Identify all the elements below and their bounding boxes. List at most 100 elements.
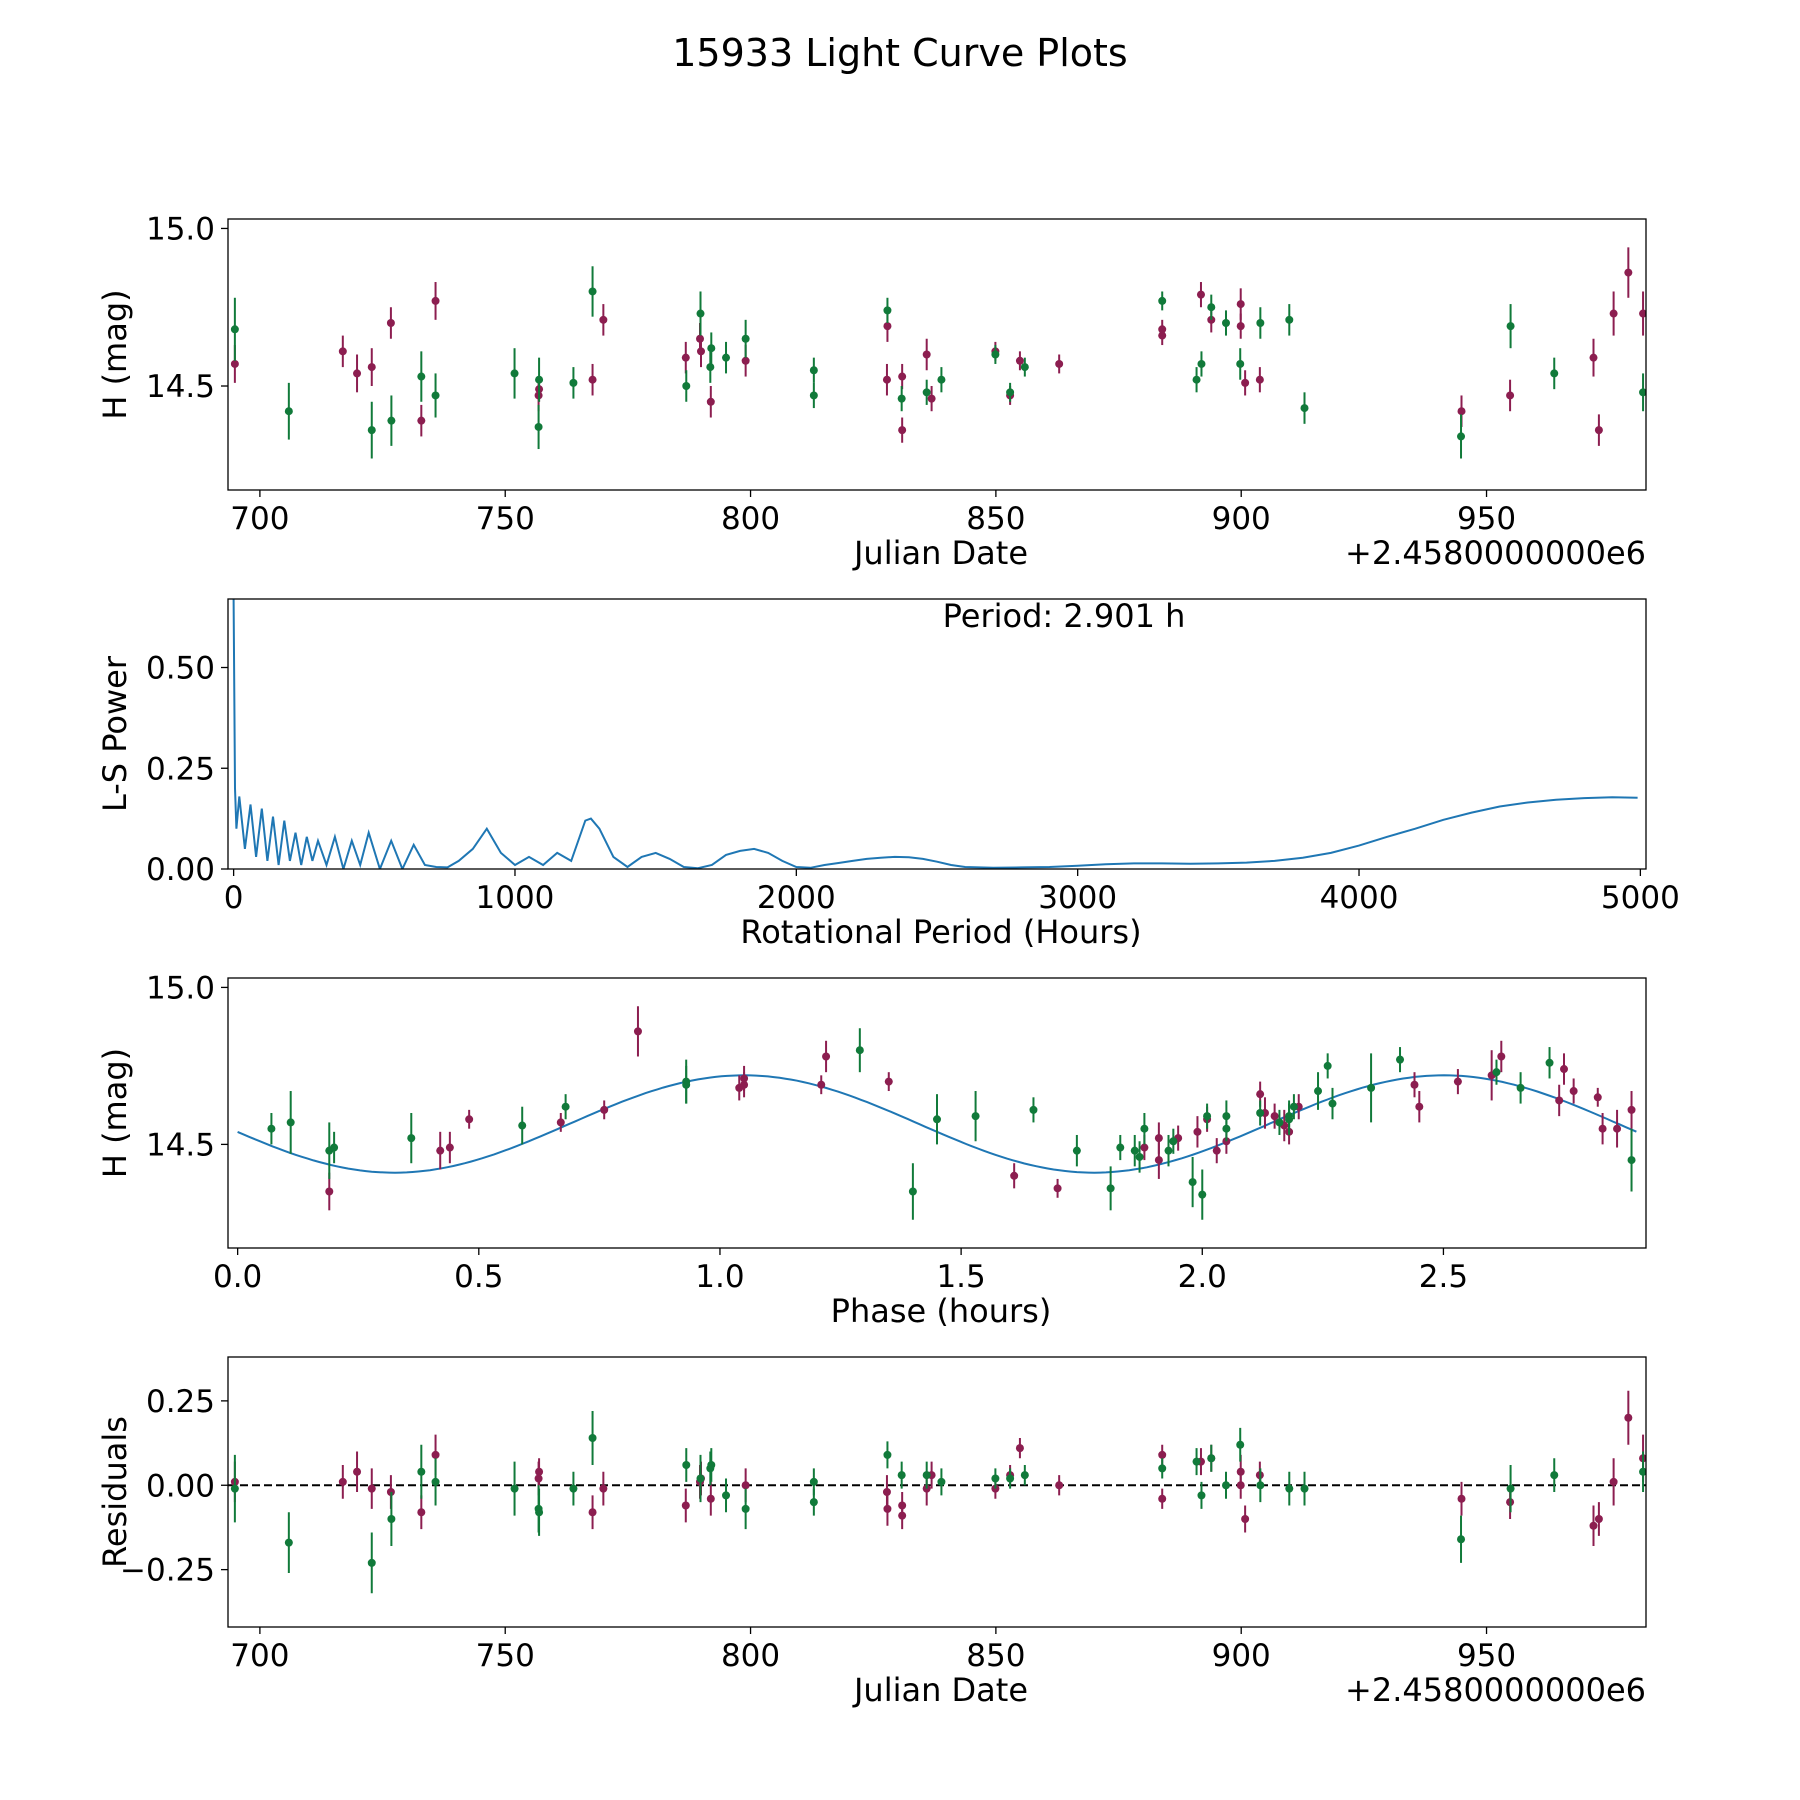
data-point: [588, 287, 597, 296]
data-point: [436, 1146, 445, 1155]
data-point: [1020, 363, 1029, 372]
data-point: [922, 388, 931, 397]
data-point: [1506, 1484, 1515, 1493]
data-point: [883, 322, 892, 331]
data-point: [740, 1074, 749, 1083]
data-point: [353, 369, 362, 378]
data-point: [1010, 1171, 1019, 1180]
data-point: [1609, 309, 1618, 318]
data-point: [897, 394, 906, 403]
data-point: [599, 1484, 608, 1493]
data-point: [417, 372, 426, 381]
data-point: [1594, 1515, 1603, 1523]
data-point: [367, 426, 376, 435]
data-point: [1241, 378, 1250, 387]
data-point: [809, 366, 818, 375]
data-point: [445, 1143, 454, 1152]
data-point: [1006, 388, 1015, 397]
data-point: [1289, 1102, 1298, 1111]
data-point: [1015, 356, 1024, 365]
data-point: [1497, 1052, 1506, 1061]
x-tick-label: 0.0: [213, 1259, 262, 1295]
data-point: [588, 1434, 597, 1442]
data-point: [1197, 359, 1206, 368]
data-point: [431, 1477, 440, 1486]
series-r-band: [325, 1006, 1636, 1211]
data-point: [1323, 1061, 1332, 1070]
data-point: [1593, 1093, 1602, 1102]
power-series-line: [232, 599, 1638, 869]
data-point: [1624, 1413, 1633, 1422]
data-point: [1256, 1109, 1265, 1117]
data-point: [1609, 1477, 1618, 1486]
data-point: [1020, 1471, 1029, 1480]
x-tick-label: 0: [224, 880, 244, 916]
axes-frame: [227, 218, 1647, 491]
series-r-band: [230, 247, 1646, 446]
data-point: [1188, 1178, 1197, 1187]
data-point: [284, 1538, 293, 1547]
data-point: [338, 347, 347, 356]
y-tick-label: 14.5: [146, 369, 215, 405]
data-point: [1594, 426, 1603, 435]
data-point: [386, 318, 395, 327]
data-point: [682, 382, 691, 391]
data-point: [855, 1046, 864, 1055]
data-point: [1236, 300, 1245, 309]
data-point: [1203, 1112, 1212, 1121]
data-point: [1222, 1112, 1231, 1121]
data-point: [1015, 1444, 1024, 1453]
data-point: [230, 325, 239, 334]
data-point: [1300, 404, 1309, 413]
x-tick-label: 750: [476, 501, 535, 537]
data-point: [883, 306, 892, 315]
x-tick-label: 950: [1457, 1638, 1516, 1674]
data-point: [908, 1187, 917, 1196]
data-point: [1457, 1494, 1466, 1503]
data-point: [1140, 1124, 1149, 1133]
y-axis-label: H (mag): [96, 289, 134, 419]
data-point: [1130, 1146, 1139, 1155]
x-tick-label: 2.0: [1178, 1259, 1227, 1295]
data-point: [569, 1484, 578, 1493]
series-g-band: [230, 1411, 1646, 1594]
data-point: [1241, 1515, 1250, 1523]
data-point: [809, 391, 818, 400]
x-tick-label: 700: [230, 1638, 289, 1674]
figure-title: 15933 Light Curve Plots: [672, 31, 1127, 75]
data-point: [882, 375, 891, 384]
data-point: [431, 296, 440, 305]
axes-frame: [227, 598, 1647, 870]
y-tick-label: −0.25: [120, 1553, 215, 1589]
data-point: [1192, 1457, 1201, 1466]
series-r-band: [230, 1390, 1646, 1546]
data-point: [588, 1508, 597, 1517]
data-point: [1396, 1055, 1405, 1064]
x-axis-label: Julian Date: [852, 1671, 1028, 1709]
data-point: [1639, 309, 1646, 318]
data-point: [1627, 1156, 1636, 1165]
data-point: [1613, 1124, 1622, 1133]
data-point: [822, 1052, 831, 1061]
data-point: [230, 359, 239, 368]
data-point: [600, 1105, 609, 1114]
data-point: [1285, 1484, 1294, 1493]
data-point: [367, 363, 376, 372]
data-point: [1236, 1481, 1245, 1490]
y-axis-label: Residuals: [96, 1416, 134, 1568]
period-annotation: Period: 2.901 h: [943, 597, 1186, 635]
chart-residuals: 700 750 800 850 900 950 −0.25 0.00 0.25 Julian Da…: [96, 1356, 1647, 1709]
data-point: [353, 1467, 362, 1476]
data-point: [898, 426, 907, 435]
x-tick-label: 700: [230, 501, 289, 537]
data-point: [809, 1498, 818, 1507]
data-point: [534, 422, 543, 431]
data-point: [1158, 1450, 1167, 1459]
data-point: [417, 416, 426, 425]
data-point: [1158, 1494, 1167, 1503]
data-point: [1055, 1481, 1064, 1490]
data-point: [898, 372, 907, 381]
data-point: [417, 1467, 426, 1476]
data-point: [1236, 322, 1245, 331]
